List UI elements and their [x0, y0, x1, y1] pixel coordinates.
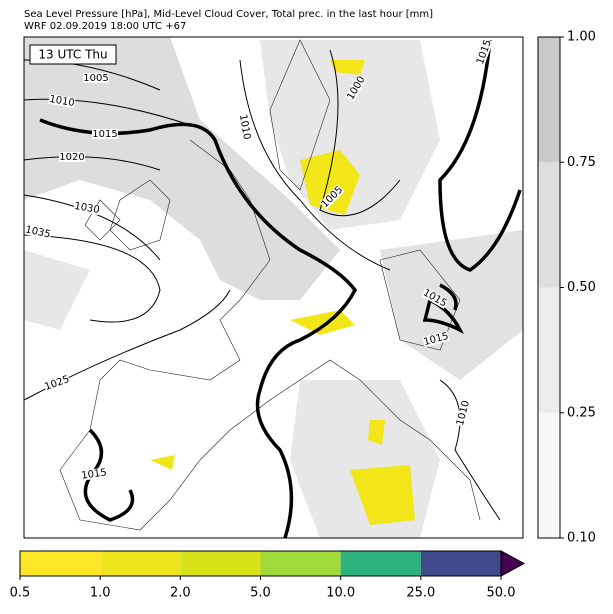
- isobar-label: 1015: [92, 129, 117, 140]
- coastlines: [59, 39, 481, 531]
- isobar-label-bg: [24, 224, 52, 240]
- precip-colorbar-tick-label: 2.0: [170, 586, 191, 601]
- isobar-label-bg: [92, 129, 118, 139]
- precip-colorbar-tick-label: 50.0: [487, 586, 516, 601]
- isobar-label-bg: [237, 113, 253, 141]
- cloud-colorbar-tick-label: 0.75: [567, 155, 596, 170]
- precip-colorbar: 0.5 1.0 2.0 5.0 10.0 25.0 50.0: [10, 550, 526, 601]
- time-label-box: [29, 44, 117, 65]
- precipitation: [150, 60, 415, 525]
- precip-colorbar-extend: [500, 550, 526, 577]
- isobar-label: 1005: [83, 73, 108, 84]
- cloud-colorbar-tick-label: 0.50: [567, 280, 596, 295]
- isobar-label-bg: [454, 399, 472, 427]
- isobar-label: 1010: [48, 94, 75, 109]
- precip-colorbar-segment: [180, 551, 261, 576]
- isobar-label-bg: [345, 74, 367, 102]
- map-frame: [23, 36, 524, 539]
- isobar-label: 1010: [237, 114, 252, 141]
- cloud-colorbar: 0.10 0.25 0.50 0.75 1.00: [537, 30, 596, 546]
- isobar-label-bg: [319, 184, 345, 210]
- title-line-1: Sea Level Pressure [hPa], Mid-Level Clou…: [24, 9, 433, 20]
- isobar-label-bg: [80, 467, 108, 481]
- precip-colorbar-segment: [340, 551, 421, 576]
- cloud-colorbar-tick-label: 0.25: [567, 405, 596, 420]
- precip-colorbar-segment: [100, 551, 181, 576]
- map-area: 1005101010151020103010351025101510101000…: [23, 36, 524, 539]
- isobar-label-bg: [73, 200, 101, 216]
- cloud-colorbar-segment: [538, 412, 560, 538]
- precip-colorbar-segment: [20, 551, 101, 576]
- precip-colorbar-segment: [260, 551, 341, 576]
- isobar-label-bg: [48, 93, 76, 109]
- precip-colorbar-segment: [420, 551, 501, 576]
- isobar-label: 1030: [73, 201, 100, 216]
- isobar-label-bg: [59, 152, 85, 162]
- isobar-label: 1020: [59, 152, 84, 163]
- isobar-label-bg: [474, 38, 494, 66]
- precip-colorbar-tick-label: 0.5: [10, 586, 31, 601]
- cloud-colorbar-segment: [538, 287, 560, 413]
- isobar-label: 1015: [81, 467, 108, 481]
- precip-colorbar-tick-label: 10.0: [326, 586, 355, 601]
- isobar-label: 1035: [24, 224, 51, 240]
- title-line-2: WRF 02.09.2019 18:00 UTC +67: [24, 21, 186, 32]
- precip-colorbar-tick-label: 5.0: [250, 586, 271, 601]
- isobar-label-bg: [83, 73, 109, 83]
- isobar-label-bg: [421, 287, 449, 309]
- cloud-colorbar-tick-label: 0.10: [567, 531, 596, 546]
- cloud-colorbar-segment: [538, 162, 560, 288]
- precip-colorbar-tick-label: 1.0: [90, 586, 111, 601]
- cloud-colorbar-segment: [538, 37, 560, 163]
- cloud-colorbar-tick-label: 1.00: [567, 30, 596, 45]
- precip-colorbar-tick-label: 25.0: [406, 586, 435, 601]
- isobar-label-bg: [43, 373, 71, 393]
- time-label: 13 UTC Thu: [38, 48, 107, 62]
- isobar-label-bg: [422, 330, 450, 348]
